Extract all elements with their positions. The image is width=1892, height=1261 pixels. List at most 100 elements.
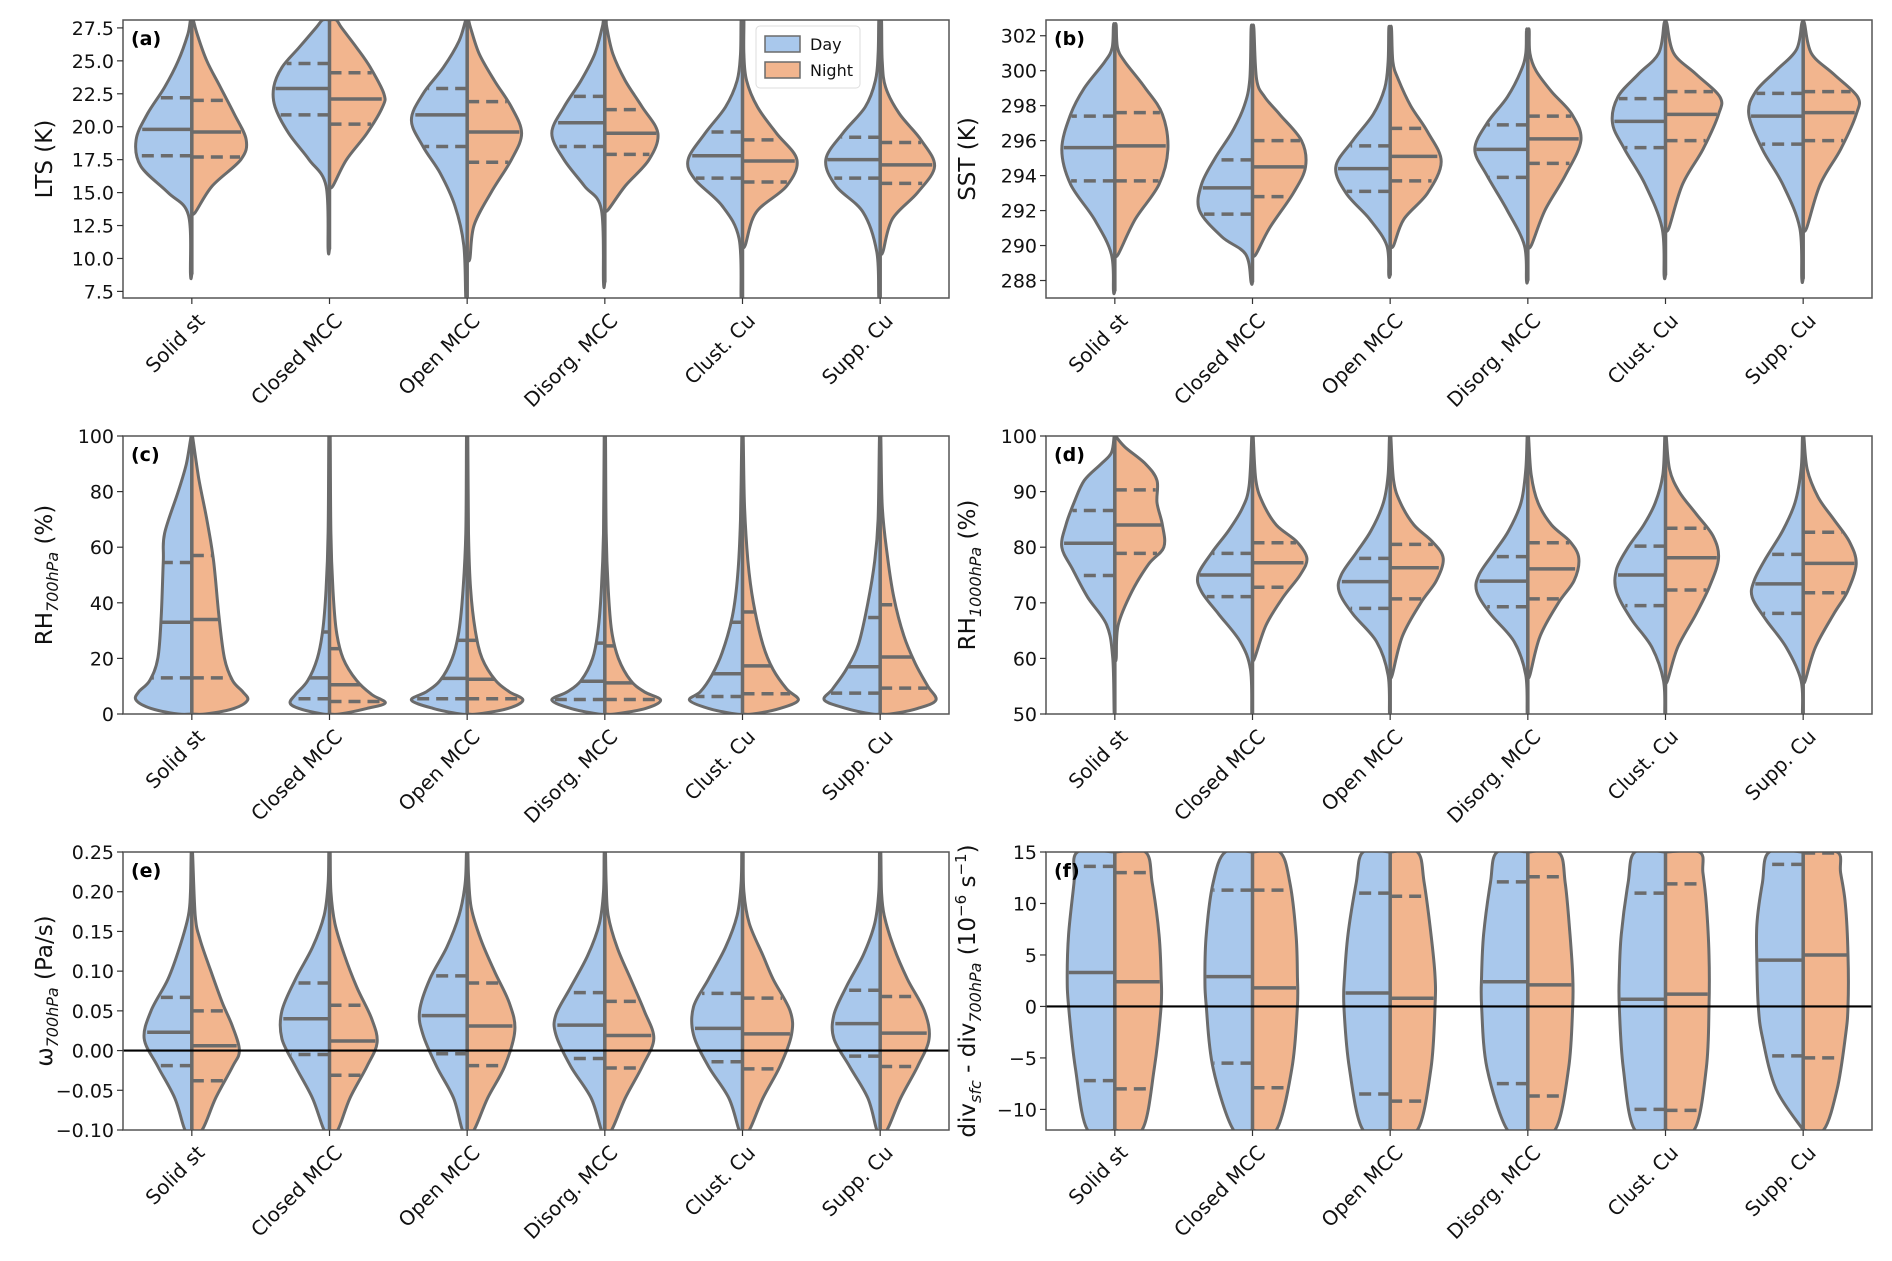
y-tick-label: 17.5 [72, 150, 114, 172]
night-violin-5 [878, 436, 938, 714]
y-tick-label: 0.05 [72, 1001, 114, 1023]
panel-d: 50 60 70 80 90 100 Solid st Closed MCC Open MCC D… [955, 426, 1873, 828]
y-tick-label: 0.10 [72, 961, 114, 983]
x-tick-label: Supp. Cu [1740, 309, 1821, 390]
panel-c: 0 20 40 60 80 100 Solid st Closed MCC Open MCC Di… [32, 426, 950, 828]
y-tick-label: 292 [1001, 201, 1037, 223]
x-tick-label: Solid st [141, 1140, 210, 1209]
x-tick-label: Clust. Cu [1603, 725, 1683, 805]
legend: Day Night [755, 25, 861, 89]
day-violin-5 [1749, 436, 1805, 714]
day-violin-1 [288, 436, 331, 714]
night-violin-4 [1664, 20, 1724, 233]
day-violin-3 [550, 20, 607, 290]
night-violin-0 [1113, 852, 1164, 1130]
night-violin-3 [603, 20, 660, 213]
y-axis-title: RH1000hPa​ (%) [955, 500, 985, 651]
x-tick-label: Supp. Cu [1740, 725, 1821, 806]
y-tick-label: 5 [1025, 945, 1037, 967]
day-violin-1 [278, 852, 331, 1130]
plot-area [1060, 436, 1858, 714]
axes-frame [122, 19, 950, 299]
day-violin-3 [550, 436, 607, 714]
x-tick-label: Supp. Cu [1740, 1141, 1821, 1222]
x-tick-label: Solid st [1064, 308, 1133, 377]
day-violin-2 [1334, 24, 1392, 279]
night-violin-1 [328, 20, 387, 190]
panel-tag: (b) [1054, 28, 1085, 50]
night-violin-3 [603, 436, 663, 714]
y-tick-label: 0 [102, 704, 114, 726]
x-tick-label: Solid st [1064, 724, 1133, 793]
day-violin-1 [1196, 23, 1254, 286]
y-tick-label: −0.05 [56, 1080, 114, 1102]
panel-f: −10 −5 0 5 10 15 Solid st Closed MCC Open MCC Dis… [952, 842, 1873, 1244]
day-violin-2 [1342, 852, 1392, 1130]
x-tick-label: Disorg. MCC [1442, 1141, 1545, 1244]
legend-night-swatch [764, 61, 801, 79]
x-tick-label: Open MCC [1317, 309, 1408, 400]
day-violin-2 [409, 436, 469, 714]
panel-e: −0.10 −0.05 0.00 0.05 0.10 0.15 0.20 0.25 Solid … [32, 842, 950, 1244]
x-tick-label: Open MCC [394, 725, 485, 816]
night-violin-2 [465, 20, 524, 263]
y-tick-label: 0.25 [72, 842, 114, 864]
x-tick-label: Closed MCC [246, 725, 347, 826]
x-tick-label: Solid st [1064, 1140, 1133, 1209]
night-violin-4 [741, 436, 800, 714]
legend-day-label: Day [810, 35, 842, 54]
x-tick-label: Closed MCC [1169, 309, 1270, 410]
y-tick-label: 100 [78, 426, 114, 448]
y-tick-label: 80 [90, 482, 114, 504]
panel-a: 7.5 10.0 12.5 15.0 17.5 20.0 22.5 25.0 27.5 Solid… [32, 18, 950, 412]
panel-b: 288 290 292 294 296 298 300 302 Solid st Closed M… [955, 19, 1873, 412]
day-violin-5 [822, 436, 882, 714]
x-tick-label: Open MCC [1317, 1141, 1408, 1232]
x-tick-label: Disorg. MCC [1442, 309, 1545, 412]
y-axis-title: divsfc​ - div700hPa​ (10−6​ s−1​) [952, 844, 985, 1137]
y-axis-title: ω700hPa​ (Pa/s) [32, 915, 62, 1066]
axes-frame [1045, 851, 1873, 1131]
night-violin-2 [465, 852, 517, 1130]
y-tick-label: 20 [90, 648, 114, 670]
night-violin-3 [603, 852, 656, 1130]
y-axis-title: RH700hPa​ (%) [32, 505, 62, 646]
panel-tag: (d) [1054, 444, 1085, 466]
x-tick-label: Closed MCC [246, 1141, 347, 1242]
day-violin-0 [1065, 852, 1117, 1130]
x-tick-label: Open MCC [394, 1141, 485, 1232]
x-tick-label: Supp. Cu [817, 725, 898, 806]
day-violin-5 [1754, 852, 1805, 1130]
night-violin-0 [190, 436, 250, 714]
y-tick-label: 12.5 [72, 216, 114, 238]
night-violin-5 [878, 20, 937, 256]
x-tick-label: Open MCC [1317, 725, 1408, 816]
x-tick-label: Disorg. MCC [519, 309, 622, 412]
night-violin-3 [1526, 436, 1581, 680]
plot-area [133, 436, 938, 714]
y-tick-label: 300 [1001, 61, 1037, 83]
night-violin-5 [1801, 852, 1850, 1130]
day-violin-2 [409, 20, 469, 298]
y-tick-label: 70 [1013, 593, 1037, 615]
legend-day-swatch [764, 35, 801, 53]
day-violin-3 [1479, 852, 1530, 1130]
plot-area [1065, 852, 1850, 1130]
day-violin-4 [686, 20, 744, 298]
day-violin-2 [417, 852, 469, 1130]
night-violin-2 [1388, 24, 1443, 249]
y-tick-label: 22.5 [72, 84, 114, 106]
y-tick-label: 290 [1001, 236, 1037, 258]
axes-frame [122, 851, 950, 1131]
night-violin-2 [465, 436, 525, 714]
x-tick-label: Solid st [141, 724, 210, 793]
y-tick-label: 25.0 [72, 51, 114, 73]
x-tick-label: Clust. Cu [1603, 1141, 1683, 1221]
y-axis-title: SST (K) [955, 117, 981, 201]
panel-tag: (c) [131, 444, 160, 466]
x-tick-label: Supp. Cu [817, 1141, 898, 1222]
y-tick-label: 296 [1001, 131, 1037, 153]
y-tick-label: 0 [1025, 996, 1037, 1018]
x-tick-label: Closed MCC [1169, 1141, 1270, 1242]
day-violin-4 [690, 852, 744, 1130]
